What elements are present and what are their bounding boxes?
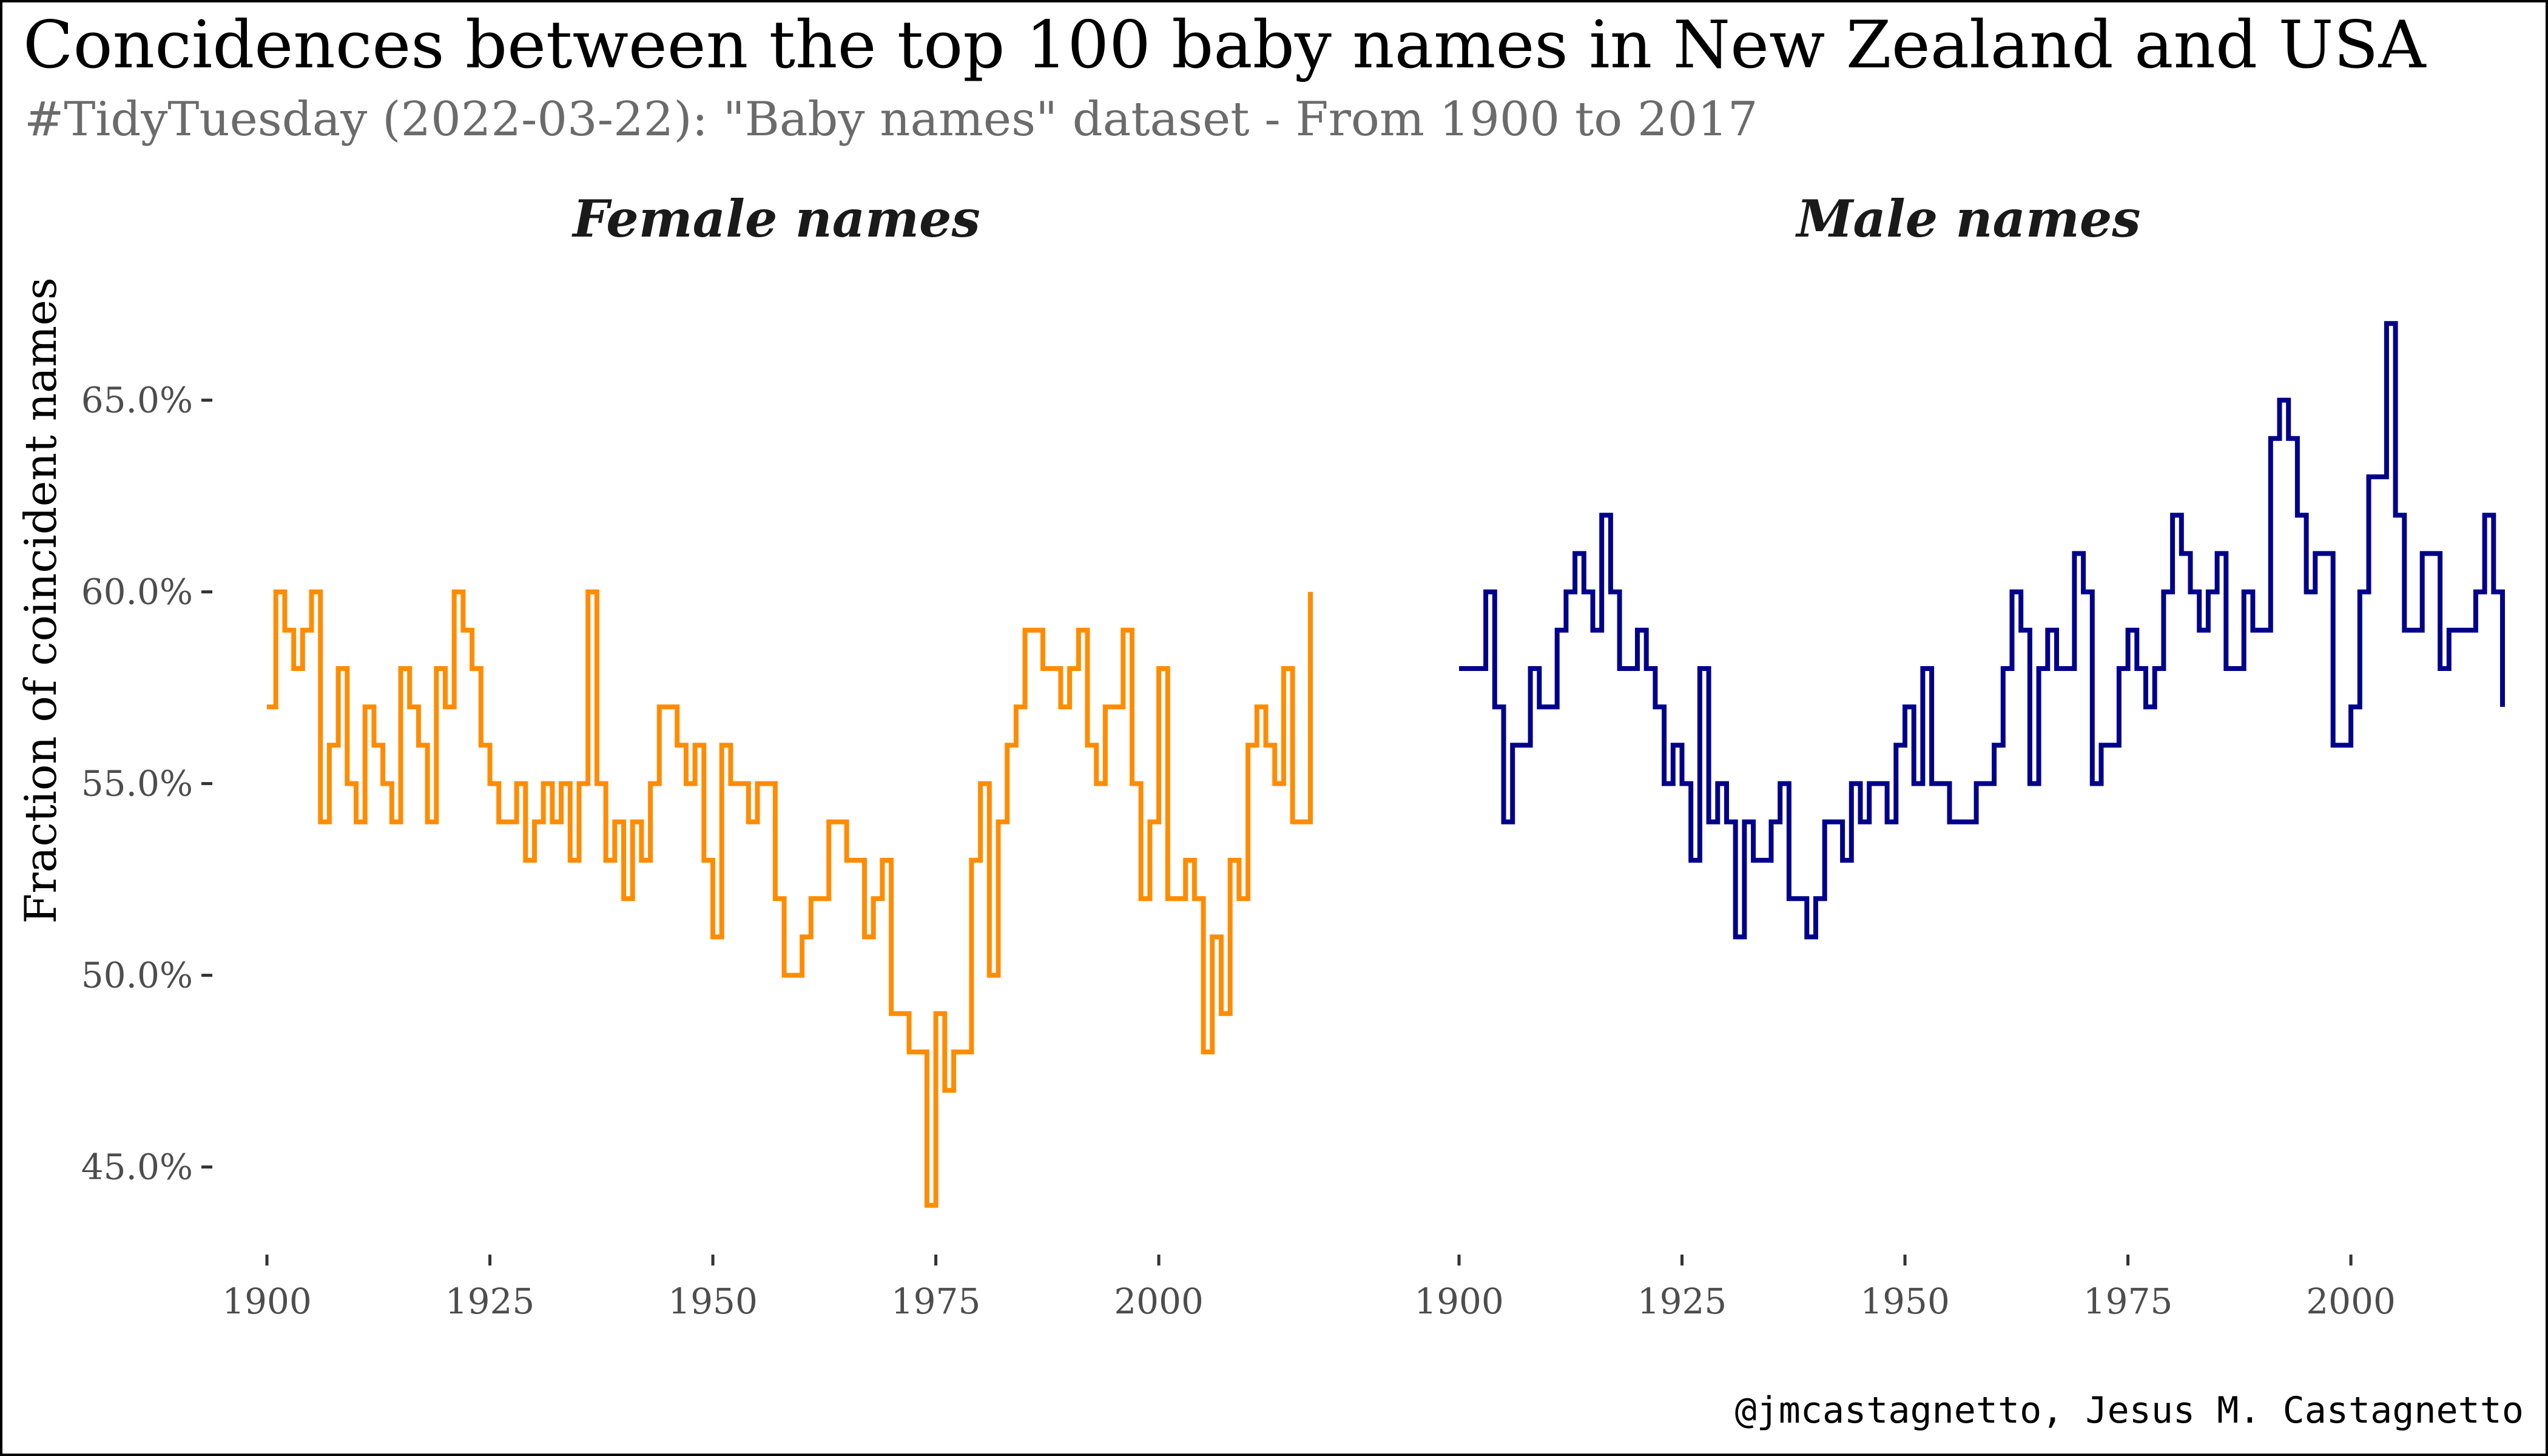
series-line-male xyxy=(1459,321,2505,940)
y-tick-label: 55.0% xyxy=(81,763,193,804)
y-tick-label: 60.0% xyxy=(81,571,193,613)
chart-subtitle: #TidyTuesday (2022-03-22): "Baby names" … xyxy=(24,92,1758,147)
y-tick-label: 65.0% xyxy=(81,380,193,421)
chart-caption: @jmcastagnetto, Jesus M. Castagnetto xyxy=(1734,1389,2524,1432)
x-tick-label: 1975 xyxy=(2083,1281,2173,1322)
x-tick-label: 1925 xyxy=(1637,1281,1727,1322)
y-tick-label: 50.0% xyxy=(81,955,193,996)
x-tick-label: 1925 xyxy=(445,1281,535,1322)
panel-title: Female names xyxy=(571,189,980,249)
panel-title: Male names xyxy=(1795,189,2140,249)
x-tick-label: 2000 xyxy=(1114,1281,1204,1322)
x-tick-label: 2000 xyxy=(2306,1281,2396,1322)
chart-title: Concidences between the top 100 baby nam… xyxy=(23,7,2426,83)
panel-male: Male names 1900 1925 1950 1975 2000 xyxy=(1414,189,2505,1322)
x-tick-label: 1950 xyxy=(1860,1281,1950,1322)
y-axis-title: Fraction of coincident names xyxy=(15,277,66,924)
x-tick-label: 1900 xyxy=(222,1281,312,1322)
series-line-female xyxy=(267,589,1313,1208)
x-tick-label: 1975 xyxy=(891,1281,981,1322)
y-tick-label: 45.0% xyxy=(81,1147,193,1188)
x-tick-label: 1900 xyxy=(1414,1281,1504,1322)
x-tick-label: 1950 xyxy=(668,1281,758,1322)
y-axis: 45.0% 50.0% 55.0% 60.0% 65.0% xyxy=(81,380,212,1188)
panel-female: Female names 1900 1925 1950 1975 2000 xyxy=(222,189,1313,1322)
